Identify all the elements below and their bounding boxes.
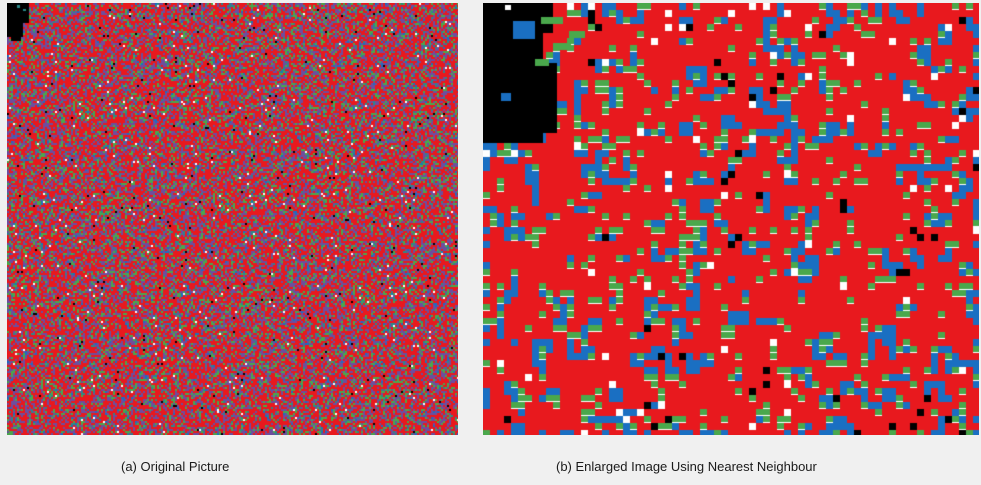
enlarged-image-caption: (b) Enlarged Image Using Nearest Neighbo… [556,459,817,474]
original-picture-caption: (a) Original Picture [121,459,230,474]
enlarged-image [483,3,979,435]
original-picture-panel [7,3,458,435]
original-picture-image [7,3,458,435]
enlarged-image-panel [483,3,979,435]
